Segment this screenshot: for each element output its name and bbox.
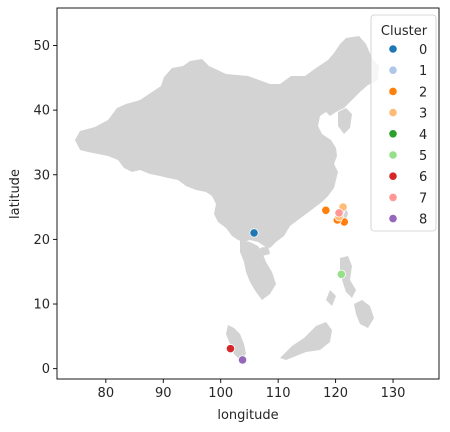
x-tick-label: 130 (381, 386, 406, 401)
y-tick-label: 40 (33, 104, 50, 119)
legend-marker (388, 108, 398, 118)
x-tick-label: 120 (323, 386, 348, 401)
map-land (75, 36, 379, 360)
legend-marker (388, 214, 398, 224)
x-axis-ticks: 80 90 100 110 120 130 (98, 379, 406, 401)
x-tick-label: 110 (266, 386, 291, 401)
x-tick-label: 80 (98, 386, 115, 401)
legend-label: 7 (419, 191, 427, 206)
legend-title: Cluster (381, 24, 428, 39)
legend-marker (388, 86, 398, 97)
data-point-cluster-8 (237, 355, 248, 365)
data-points (225, 202, 349, 365)
legend-marker (388, 150, 398, 160)
y-tick-label: 10 (33, 298, 50, 313)
legend-marker (388, 171, 398, 181)
y-tick-label: 20 (33, 233, 50, 248)
y-axis-ticks: 0 10 20 30 40 50 (33, 39, 57, 377)
legend-label: 4 (419, 128, 427, 143)
legend-marker (388, 44, 398, 54)
y-tick-label: 50 (33, 39, 50, 54)
legend-label: 3 (419, 107, 427, 122)
legend-label: 6 (419, 170, 427, 185)
x-axis-label: longitude (217, 408, 278, 423)
x-tick-label: 90 (155, 386, 172, 401)
legend-label: 8 (419, 213, 427, 228)
legend-label: 5 (419, 149, 427, 164)
y-axis-label: latitude (8, 169, 23, 219)
data-point-cluster-2 (321, 205, 331, 215)
y-tick-label: 30 (33, 168, 50, 183)
legend-label: 1 (419, 64, 427, 79)
legend-marker (388, 192, 398, 202)
data-point-cluster-5 (336, 269, 346, 279)
y-tick-label: 0 (42, 362, 50, 377)
data-point-cluster-7 (334, 208, 344, 218)
legend-marker (388, 129, 398, 139)
legend-label: 0 (419, 43, 427, 58)
axis-spines (56, 7, 440, 380)
x-tick-label: 100 (208, 386, 233, 401)
legend: Cluster 0 1 2 3 4 5 6 7 8 (370, 14, 437, 232)
legend-box (370, 14, 437, 232)
legend-label: 2 (419, 85, 427, 100)
data-point-cluster-6 (225, 344, 236, 354)
legend-marker (388, 65, 398, 75)
data-point-cluster-0 (249, 228, 259, 238)
